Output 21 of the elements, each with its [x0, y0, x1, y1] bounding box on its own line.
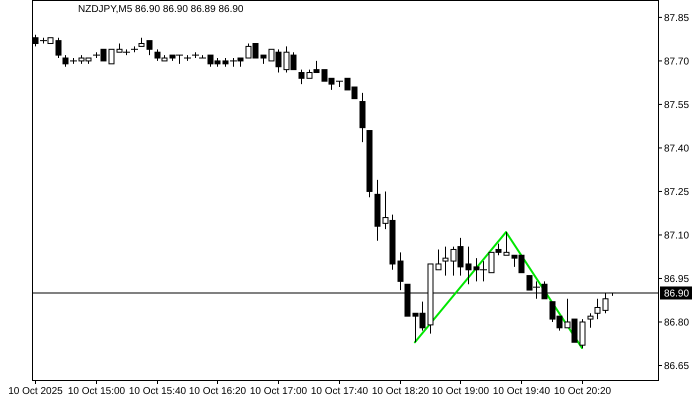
- y-tick-label: 87.10: [664, 230, 690, 242]
- x-tick-label: 10 Oct 2025: [8, 386, 64, 397]
- x-tick-label: 10 Oct 20:20: [554, 386, 612, 397]
- x-tick-label: 10 Oct 18:20: [372, 386, 430, 397]
- y-tick-label: 87.85: [664, 12, 690, 24]
- y-tick-label: 86.65: [664, 360, 690, 372]
- x-tick-label: 10 Oct 19:00: [432, 386, 490, 397]
- y-tick-label: 87.25: [664, 186, 690, 198]
- x-tick-label: 10 Oct 15:40: [128, 386, 187, 397]
- x-tick-label: 10 Oct 17:00: [250, 386, 308, 397]
- x-tick-label: 10 Oct 15:00: [68, 386, 126, 397]
- y-tick-label: 87.55: [664, 100, 690, 111]
- y-tick-label: 86.95: [664, 274, 690, 285]
- x-tick-label: 10 Oct 19:40: [492, 386, 551, 397]
- y-tick-label: 87.70: [664, 56, 690, 68]
- y-tick-label: 87.40: [664, 143, 690, 154]
- y-tick-label: 86.80: [664, 317, 690, 328]
- ref-line-label: 86.90: [664, 288, 690, 300]
- x-tick-label: 10 Oct 16:20: [188, 386, 247, 397]
- chart-title: NZDJPY,M5 86.90 86.90 86.89 86.90: [78, 4, 244, 15]
- x-tick-label: 10 Oct 17:40: [310, 386, 369, 397]
